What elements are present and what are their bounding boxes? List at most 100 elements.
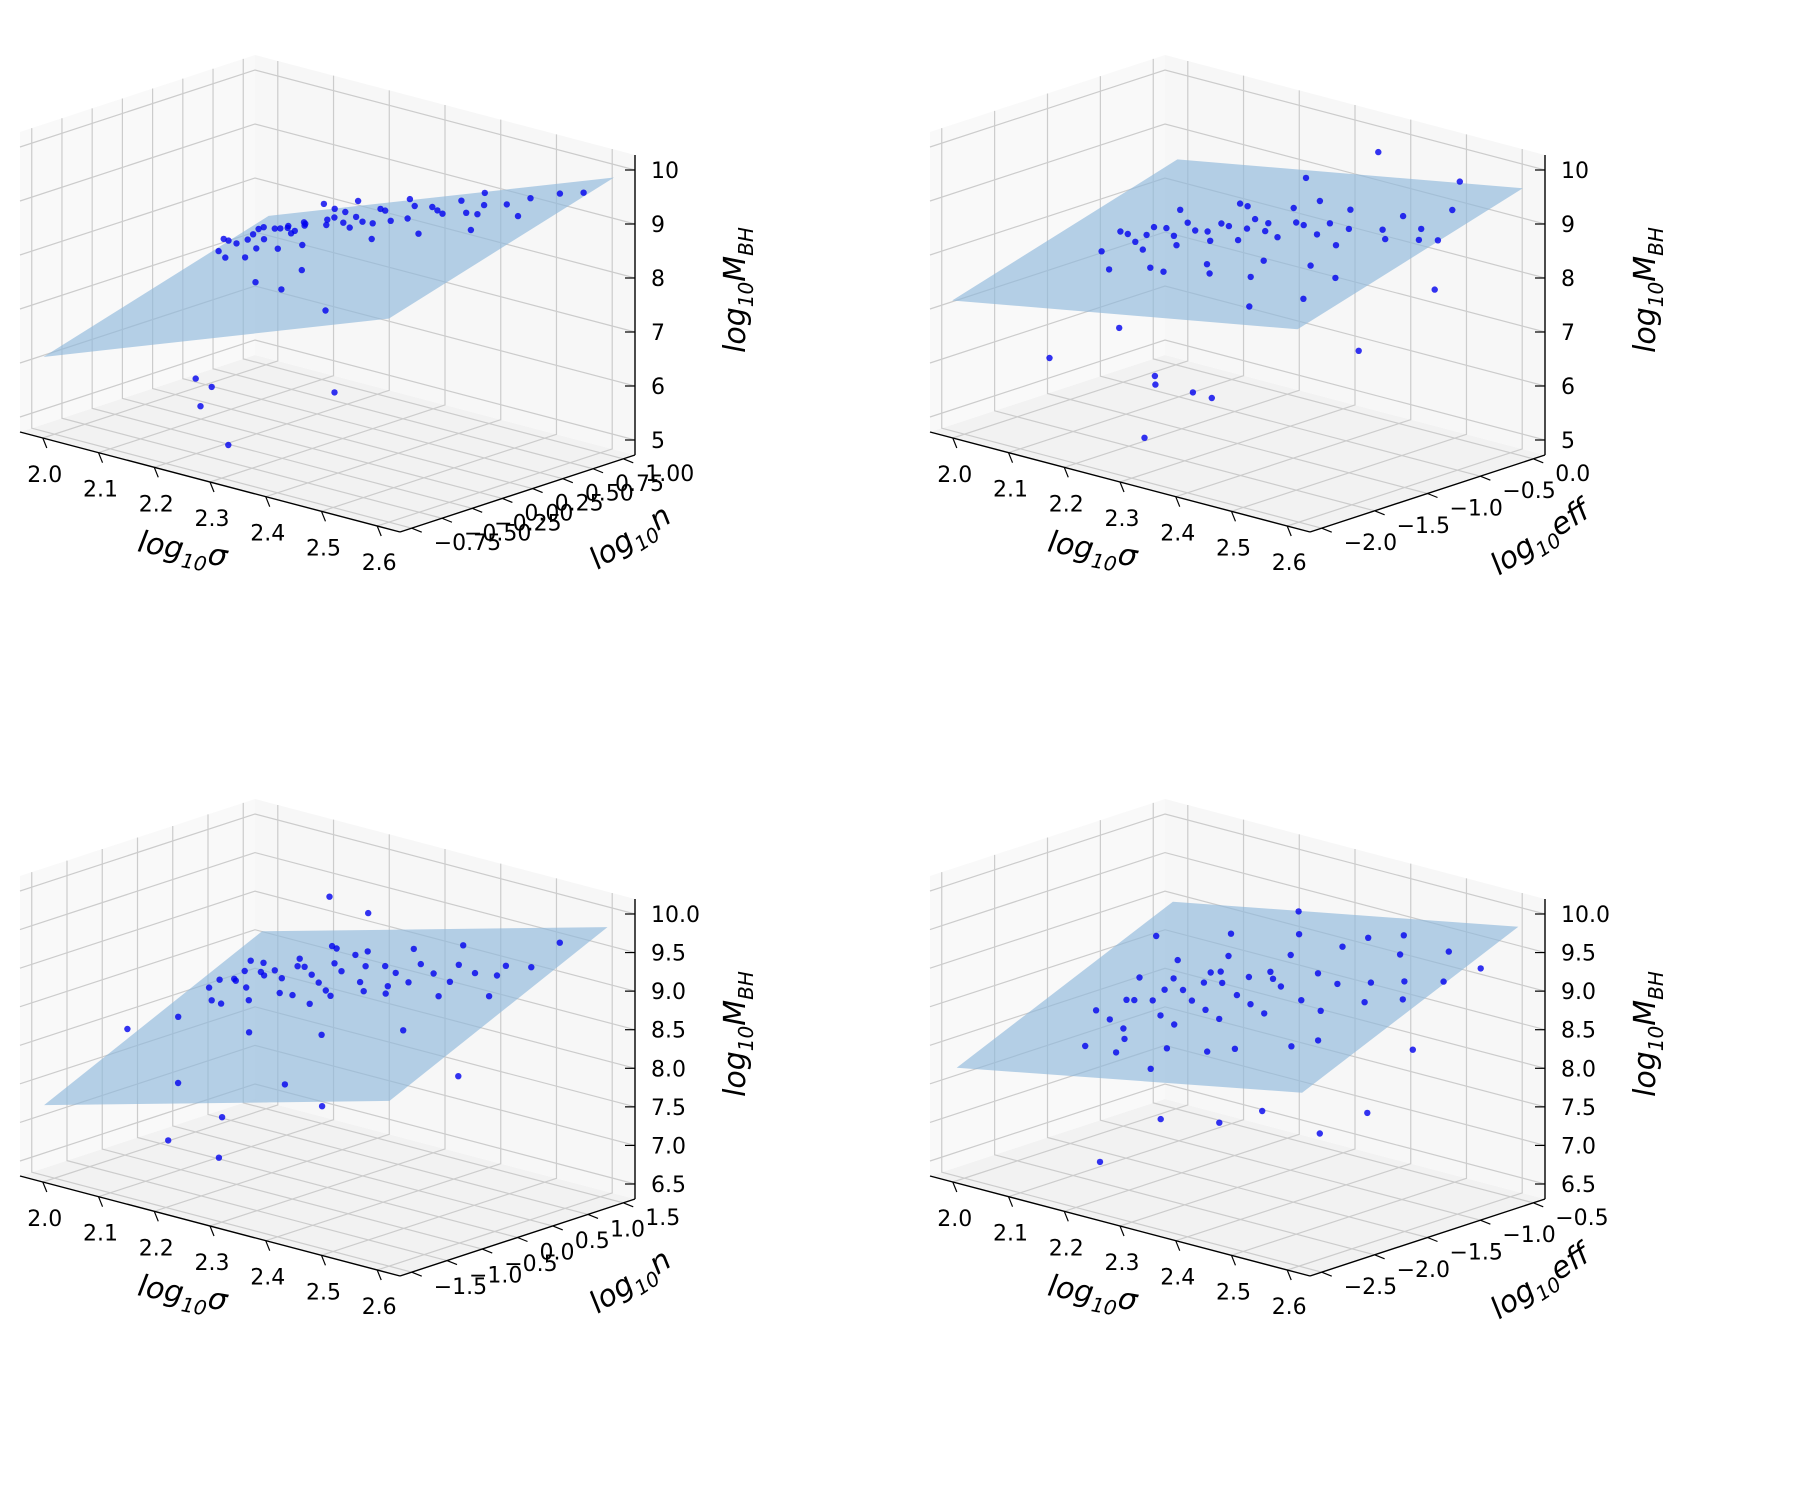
data-point <box>274 245 281 252</box>
grid-line-y <box>994 110 1375 512</box>
data-point <box>364 948 371 955</box>
grid-line-y <box>66 860 448 1262</box>
y-tick-label: −1.5 <box>1450 1241 1503 1266</box>
data-point <box>1160 268 1167 275</box>
data-point <box>406 195 414 203</box>
data-point <box>580 189 587 196</box>
grid-line-y <box>1046 93 1428 495</box>
data-point <box>474 211 481 218</box>
data-point <box>1219 979 1226 987</box>
data-point <box>260 972 268 979</box>
data-point <box>1307 262 1314 269</box>
grid-line-y <box>941 872 1322 1273</box>
data-point <box>218 1114 226 1121</box>
data-point <box>1477 965 1484 972</box>
data-point <box>1105 266 1113 273</box>
grid-line-y <box>242 802 624 1204</box>
data-point <box>362 963 369 970</box>
data-point <box>1207 237 1214 244</box>
y-tick-mark <box>411 1271 422 1277</box>
data-point <box>1265 220 1272 227</box>
y-tick-label: −0.5 <box>1555 1206 1608 1231</box>
y-tick-label: 0.25 <box>555 492 604 517</box>
grid-line-x <box>98 75 335 454</box>
scatter-points <box>1046 148 1463 441</box>
data-point <box>165 1137 172 1144</box>
data-point <box>384 983 391 990</box>
x-tick-label: 2.1 <box>993 1222 1028 1247</box>
data-point <box>318 1031 325 1038</box>
data-point <box>1123 996 1130 1003</box>
data-point <box>323 221 330 229</box>
data-point <box>1244 203 1251 210</box>
y-tick-mark <box>1480 1219 1491 1225</box>
data-point <box>285 222 292 230</box>
grid-line-y <box>101 849 483 1250</box>
z-tick-label: 9 <box>1561 213 1575 238</box>
x-tick-label: 2.0 <box>27 1207 62 1232</box>
z-tick-label: 5 <box>1561 429 1575 454</box>
grid-line-z <box>929 851 1546 954</box>
data-point <box>1163 1045 1171 1052</box>
grid-line-y <box>121 98 503 500</box>
data-point <box>1261 1010 1268 1017</box>
data-point <box>1236 200 1244 207</box>
data-point <box>1124 230 1131 238</box>
fitted-plane <box>43 177 615 357</box>
data-point <box>225 237 232 244</box>
data-point <box>1302 174 1310 182</box>
data-point <box>233 240 240 247</box>
y-tick-mark <box>562 478 574 484</box>
data-point <box>1147 1065 1154 1072</box>
data-point <box>1179 986 1187 994</box>
x-tick-label: 2.4 <box>1160 522 1195 547</box>
grid-line-x <box>1231 134 1468 512</box>
z-tick-label: 8.0 <box>1561 1057 1596 1082</box>
data-point <box>1216 1015 1223 1023</box>
grid-line-y <box>172 825 553 1227</box>
data-point <box>1418 225 1425 233</box>
data-point <box>1314 970 1322 977</box>
data-point <box>1440 978 1447 985</box>
data-point <box>1317 1007 1324 1014</box>
x-tick-label: 2.0 <box>937 463 972 488</box>
data-point <box>1225 222 1233 230</box>
y-tick-mark <box>471 507 483 513</box>
data-point <box>244 236 251 243</box>
data-point <box>217 1000 225 1007</box>
panel-1: 2.0 2.1 2.2 2.3 2.4 2.5 2.6 −0.75 −0.50 −0.25 0.00… <box>0 0 910 744</box>
x-tick-label: 2.5 <box>306 536 341 561</box>
data-point <box>1314 1037 1322 1044</box>
x-axis-label: log10σ <box>1044 1269 1141 1324</box>
grid-line-x <box>377 893 613 1271</box>
data-point <box>556 939 563 946</box>
data-point <box>1163 224 1170 232</box>
data-point <box>405 979 412 986</box>
data-point <box>1262 227 1269 235</box>
x-tick-label: 2.3 <box>1105 507 1140 532</box>
data-point <box>1207 969 1214 976</box>
data-point <box>278 975 285 982</box>
data-point <box>1227 930 1235 937</box>
data-point <box>400 1027 407 1034</box>
data-point <box>1136 974 1143 981</box>
fitted-plane <box>44 927 608 1106</box>
grid-line-z <box>929 339 1546 441</box>
y-tick-mark <box>1321 1271 1332 1277</box>
data-point <box>368 235 375 243</box>
data-point <box>260 224 267 231</box>
data-point <box>1149 997 1156 1004</box>
x-tick-mark <box>265 496 271 507</box>
z-tick-label: 7.0 <box>651 1134 686 1159</box>
z-tick-label: 6.5 <box>651 1173 686 1198</box>
grid-line-y <box>1099 76 1481 477</box>
data-point <box>1225 952 1232 960</box>
x-tick-label: 2.6 <box>362 1295 397 1320</box>
data-point <box>446 978 454 985</box>
data-point <box>1096 1158 1104 1166</box>
data-point <box>124 1025 131 1033</box>
data-point <box>1204 228 1211 235</box>
y-tick-mark <box>592 468 604 474</box>
data-point <box>435 993 442 1000</box>
data-point <box>1152 381 1159 388</box>
